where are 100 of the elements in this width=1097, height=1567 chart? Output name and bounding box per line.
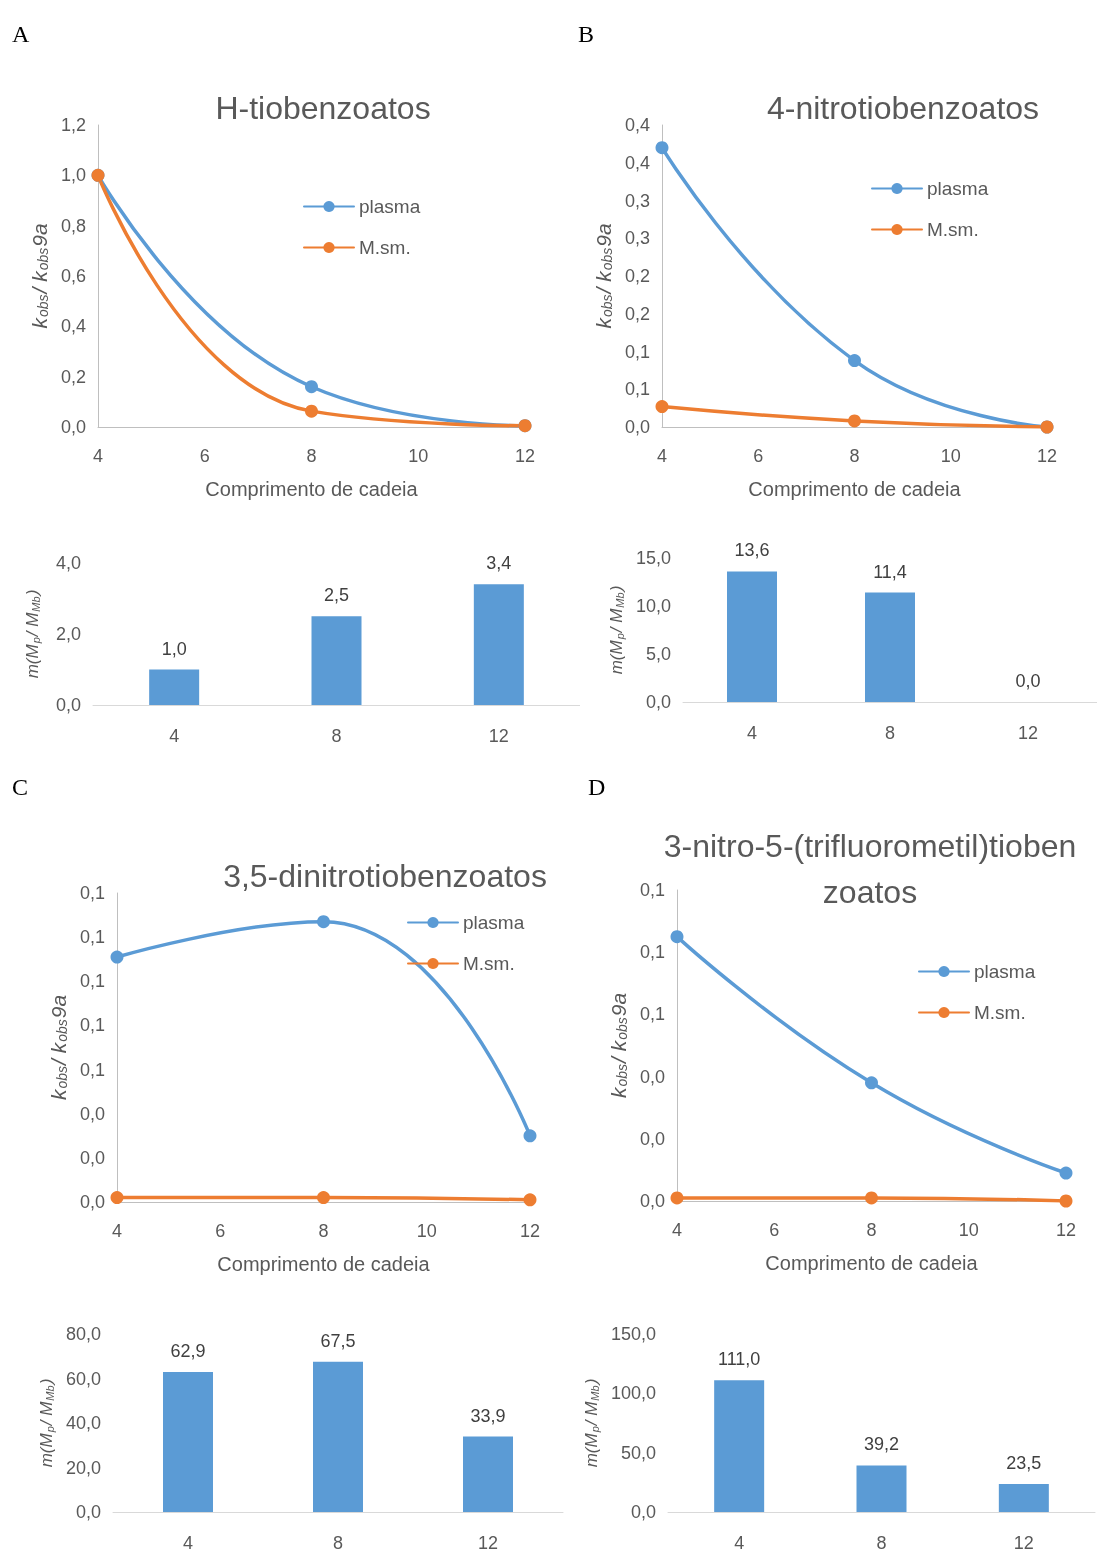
data-label: 33,9 — [470, 1405, 506, 1426]
x-tick-label: 8 — [331, 726, 342, 746]
y-tick-label: 0,1 — [79, 1015, 105, 1036]
y-tick-label: 0,0 — [60, 417, 86, 437]
y-tick-label: 0,3 — [624, 190, 650, 211]
y-tick-label: 0,0 — [639, 1191, 665, 1211]
text: A — [12, 21, 30, 47]
x-tick-label: 12 — [1017, 723, 1039, 743]
chart-title: H-tiobenzoatos — [215, 90, 431, 126]
y-tick-label: 0,1 — [639, 942, 665, 963]
data-label: 39,2 — [863, 1434, 900, 1455]
legend-label: plasma — [974, 961, 1036, 982]
x-tick-label: 8 — [318, 1221, 329, 1241]
y-tick-label: 0,1 — [624, 379, 650, 400]
x-tick-label: 10 — [940, 446, 961, 466]
x-tick-label: 4 — [734, 1533, 745, 1553]
x-tick-label: 4 — [169, 726, 180, 746]
y-tick-label: 0,0 — [79, 1103, 105, 1124]
y-tick-label: 0,1 — [79, 971, 105, 992]
x-tick-label: 4 — [182, 1533, 194, 1553]
y-tick-label: 2,0 — [55, 624, 81, 644]
x-tick-label: 4 — [92, 446, 104, 466]
x-tick-label: 4 — [111, 1221, 123, 1241]
y-axis-title: m(Mp/ MMb) — [23, 589, 42, 679]
y-tick-label: 0,0 — [639, 1128, 665, 1149]
chart-title: 3-nitro-5-(trifluorometil)tiobenzoatos — [663, 828, 1077, 910]
x-tick-label: 8 — [332, 1533, 344, 1553]
text: D — [588, 774, 606, 800]
x-tick-label: 6 — [215, 1221, 226, 1241]
y-tick-label: 0,0 — [79, 1192, 105, 1212]
y-tick-label: 10,0 — [635, 596, 671, 616]
y-tick-label: 0,0 — [55, 695, 81, 715]
x-tick-label: 12 — [1055, 1220, 1077, 1240]
y-tick-label: 15,0 — [635, 548, 671, 568]
text: B — [578, 21, 595, 47]
data-label: 11,4 — [873, 561, 907, 582]
y-tick-label: 4,0 — [55, 553, 81, 573]
y-tick-label: 0,1 — [639, 880, 665, 900]
x-tick-label: 12 — [477, 1533, 499, 1553]
y-axis-title: kobs/ kobs9a — [47, 994, 71, 1101]
y-axis-title: kobs/ kobs9a — [592, 223, 616, 329]
y-tick-label: 0,2 — [60, 366, 86, 387]
x-tick-label: 8 — [866, 1220, 877, 1240]
y-tick-label: 0,4 — [624, 115, 650, 135]
legend-label: plasma — [463, 912, 525, 933]
y-axis-title: m(Mp/ MMb) — [582, 1378, 602, 1468]
y-axis-title: kobs/ kobs9a — [28, 223, 52, 329]
y-tick-label: 1,2 — [60, 115, 86, 135]
y-tick-label: 1,0 — [60, 165, 86, 186]
x-axis-title: Comprimento de cadeia — [748, 478, 962, 500]
x-tick-label: 8 — [306, 446, 317, 466]
y-tick-label: 60,0 — [65, 1368, 101, 1389]
y-tick-label: 50,0 — [620, 1442, 656, 1463]
legend-label: plasma — [359, 196, 421, 217]
x-axis-title: Comprimento de cadeia — [765, 1252, 979, 1274]
y-tick-label: 5,0 — [645, 644, 671, 664]
legend-label: M.sm. — [927, 219, 979, 240]
legend-label: M.sm. — [463, 953, 515, 974]
y-axis-title: m(Mp/ MMb) — [607, 585, 627, 675]
x-tick-label: 12 — [1013, 1533, 1034, 1553]
x-tick-label: 4 — [746, 723, 758, 743]
y-tick-label: 0,0 — [645, 692, 671, 712]
x-tick-label: 8 — [876, 1533, 887, 1553]
y-tick-label: 0,0 — [639, 1066, 665, 1087]
y-tick-label: 0,6 — [60, 266, 86, 286]
data-label: 1,0 — [161, 638, 187, 659]
y-tick-label: 0,8 — [60, 215, 86, 236]
x-tick-label: 8 — [849, 446, 860, 466]
x-tick-label: 8 — [884, 723, 896, 743]
x-tick-label: 12 — [514, 446, 536, 466]
x-tick-label: 12 — [488, 726, 509, 746]
data-label: 111,0 — [717, 1349, 761, 1370]
y-tick-label: 80,0 — [65, 1324, 101, 1344]
x-tick-label: 10 — [408, 446, 429, 466]
data-label: 0,0 — [1015, 671, 1041, 691]
x-axis-title: Comprimento de cadeia — [217, 1253, 431, 1275]
y-tick-label: 40,0 — [65, 1413, 101, 1433]
x-tick-label: 10 — [416, 1221, 437, 1241]
legend-label: M.sm. — [974, 1002, 1026, 1023]
x-tick-label: 4 — [671, 1220, 683, 1240]
chart-title: 4-nitrotiobenzoatos — [766, 90, 1040, 126]
legend-label: plasma — [927, 178, 989, 199]
data-label: 62,9 — [170, 1341, 206, 1362]
y-tick-label: 0,2 — [624, 303, 650, 324]
x-tick-label: 12 — [519, 1221, 541, 1241]
y-tick-label: 0,3 — [624, 228, 650, 249]
y-tick-label: 150,0 — [610, 1324, 656, 1344]
text: C — [12, 774, 29, 800]
x-tick-label: 6 — [769, 1220, 780, 1240]
y-tick-label: 0,1 — [624, 341, 650, 362]
data-label: 67,5 — [320, 1330, 356, 1351]
x-tick-label: 10 — [958, 1220, 979, 1240]
legend-label: M.sm. — [359, 237, 411, 258]
y-tick-label: 20,0 — [65, 1457, 101, 1478]
x-tick-label: 6 — [753, 446, 764, 466]
y-tick-label: 0,2 — [624, 266, 650, 286]
data-label: 13,6 — [734, 540, 770, 561]
y-tick-label: 0,0 — [79, 1147, 105, 1168]
y-tick-label: 0,0 — [630, 1502, 656, 1522]
x-tick-label: 12 — [1036, 446, 1058, 466]
